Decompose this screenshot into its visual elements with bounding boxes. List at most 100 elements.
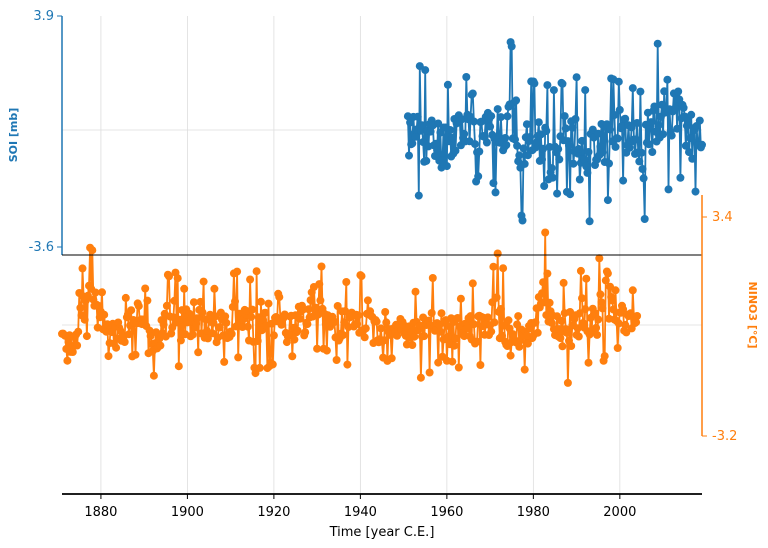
soi-point-62 [471,140,479,149]
soi-point-143 [558,79,567,88]
nino3-point-210 [285,329,293,338]
soi-point-225 [647,118,656,127]
nino3-point-485 [582,274,591,283]
nino3-point-431 [523,339,532,348]
nino3-point-125 [193,314,202,323]
nino3-point-215 [290,335,299,344]
nino3-point-31 [91,288,100,297]
soi-point-164 [581,86,590,95]
nino3-point-85 [149,371,158,380]
soi-point-237 [660,87,669,96]
nino3-point-5 [63,356,72,365]
soi-point-236 [659,130,668,139]
soi-point-133 [547,164,556,173]
nino3-point-348 [434,358,443,367]
nino3-point-461 [556,334,565,343]
nino3-point-201 [275,293,284,302]
nino3-point-108 [174,362,183,371]
soi-point-26 [432,139,441,148]
nino3-point-438 [531,318,540,327]
soi-point-155 [571,115,580,123]
nino3-point-444 [538,289,546,298]
nino3-point-496 [594,315,603,324]
nino3-point-351 [437,309,446,318]
nino3-point-110 [176,336,185,345]
soi-point-226 [648,148,657,156]
nino3-point-146 [215,323,224,332]
nino3-point-37 [98,288,106,297]
nino3-point-122 [189,298,198,307]
nino3-point-130 [198,308,207,317]
nino3-point-503 [601,276,610,285]
soi-point-168 [585,217,594,226]
x-tick-label-1960: 1960 [430,505,463,520]
soi-point-156 [572,73,581,82]
soi-point-195 [614,77,623,86]
nino3-point-174 [246,275,255,284]
nino3-point-97 [162,301,171,310]
soi-point-36 [442,162,451,171]
nino3-point-324 [408,341,417,349]
soi-point-272 [698,140,706,149]
nino3-point-361 [448,357,457,366]
soi-point-167 [584,148,593,156]
soi-point-91 [502,141,511,149]
nino3-point-480 [576,266,585,275]
soi-point-77 [487,112,496,121]
nino3-point-225 [301,328,310,337]
soi-point-52 [460,129,469,138]
nino3-point-77 [141,284,150,293]
soi-point-27 [433,146,442,155]
nino3-point-141 [210,284,219,293]
nino3-point-422 [514,312,523,321]
soi-point-166 [583,168,592,177]
nino3-point-245 [322,346,331,355]
nino3-point-493 [591,309,599,318]
nino3-point-181 [253,337,262,345]
nino3-point-62 [125,330,133,339]
nino3-point-17 [76,303,85,312]
nino3-point-343 [428,274,437,282]
soi-point-149 [565,141,573,150]
nino3-point-91 [156,341,165,350]
soi-point-211 [632,135,641,144]
soi-point-99 [511,135,519,144]
soi-point-60 [468,89,477,98]
soi-point-129 [543,81,552,90]
nino3-point-58 [120,338,129,346]
x-axis-label: Time [year C.E.] [329,525,435,540]
soi-point-191 [610,111,619,119]
soi-point-117 [530,79,539,88]
soi-point-14 [419,138,428,147]
nino3-point-183 [255,363,264,372]
soi-point-217 [638,165,647,173]
nino3-y-tick-label-0: 3.4 [712,210,733,225]
soi-point-16 [421,66,430,75]
nino3-point-195 [268,360,277,369]
nino3-point-128 [196,297,205,306]
soi-point-83 [493,105,502,114]
soi-point-231 [653,39,662,48]
soi-point-247 [671,104,679,113]
soi-point-126 [540,182,549,190]
x-tick-label-1900: 1900 [171,505,204,520]
nino3-point-350 [436,327,445,336]
soi-point-159 [575,175,584,184]
soi-point-199 [619,176,628,185]
nino3-point-273 [353,320,362,328]
soi-point-101 [513,141,522,150]
nino3-point-107 [173,274,182,283]
nino3-point-364 [451,334,460,343]
nino3-point-252 [330,317,339,326]
nino3-point-453 [547,318,556,327]
nino3-point-280 [360,333,369,342]
nino3-point-176 [248,305,257,314]
nino3-series [58,228,642,387]
soi-point-270 [695,116,704,125]
nino3-point-462 [557,316,566,325]
soi-point-110 [522,120,531,129]
nino3-point-495 [593,330,602,339]
nino3-point-381 [469,320,478,329]
nino3-point-327 [411,287,420,296]
